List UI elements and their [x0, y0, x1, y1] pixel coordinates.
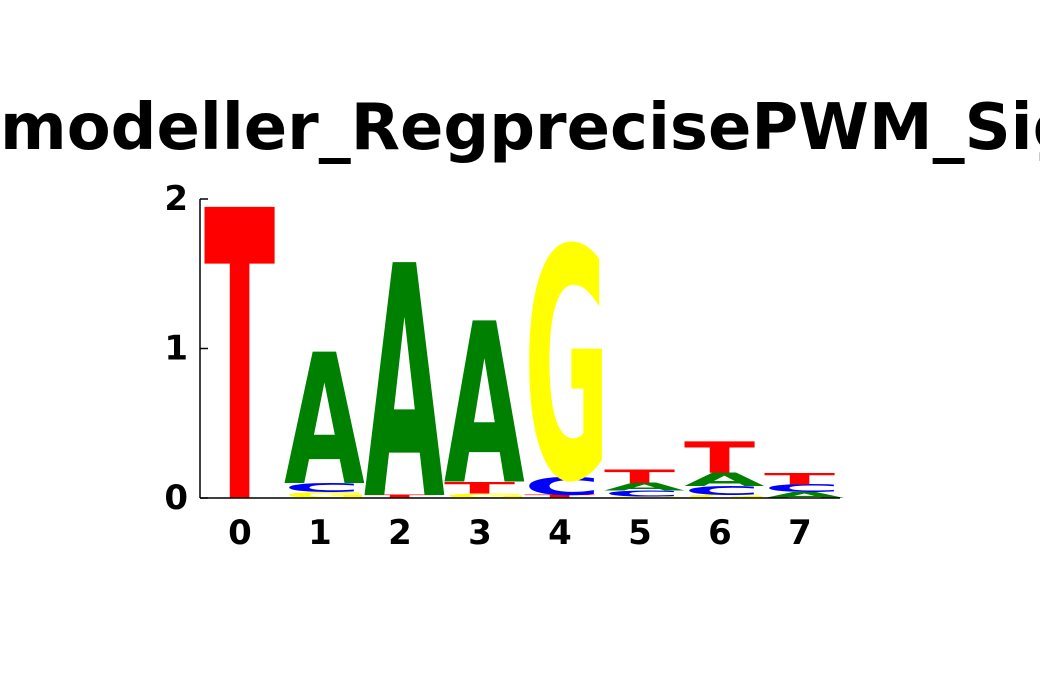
- logo-letter-c-pos-1: C: [284, 481, 361, 495]
- x-tick-label: 6: [708, 513, 732, 553]
- logo-letter-a-pos-3: A: [444, 276, 525, 534]
- x-tick-label: 7: [788, 513, 812, 553]
- letter-stacks: TGCATAGTATCGGCATGCATACT: [204, 127, 845, 592]
- logo-letter-c-pos-6: C: [684, 484, 761, 498]
- logo-letter-a-pos-7: A: [764, 490, 845, 500]
- logo-letter-c-pos-4: C: [524, 472, 601, 501]
- logo-letter-t-pos-4: T: [524, 494, 595, 499]
- logo-letter-a-pos-6: A: [684, 469, 765, 491]
- x-tick-label: 4: [548, 513, 572, 553]
- logo-letter-t-pos-0: T: [204, 127, 276, 592]
- logo-letter-g-pos-4: G: [524, 183, 610, 552]
- logo-letter-a-pos-1: A: [284, 315, 365, 526]
- axes: 0 1 2 0 1 2 3 4 5 6 7: [164, 179, 840, 553]
- x-tick-label: 0: [228, 513, 252, 553]
- logo-letter-c-pos-7: C: [764, 483, 841, 495]
- y-tick-label: 1: [164, 329, 188, 369]
- chart-title: modeller_RegprecisePWM_Sigma70: [0, 91, 1040, 165]
- y-tick-label: 0: [164, 478, 188, 518]
- logo-letter-a-pos-5: A: [604, 481, 685, 493]
- logo-letter-t-pos-7: T: [764, 469, 835, 488]
- logo-letter-t-pos-5: T: [604, 466, 675, 488]
- x-tick-label: 3: [468, 513, 492, 553]
- logo-letter-c-pos-5: C: [604, 489, 681, 499]
- logo-letter-g-pos-3: G: [444, 492, 530, 499]
- logo-letter-t-pos-3: T: [444, 478, 515, 497]
- logo-letter-a-pos-2: A: [364, 199, 445, 571]
- logo-letter-g-pos-6: G: [684, 494, 770, 499]
- x-tick-label: 5: [628, 513, 652, 553]
- logo-letter-g-pos-1: G: [284, 490, 370, 500]
- y-tick-label: 2: [164, 179, 188, 219]
- logo-letter-t-pos-6: T: [684, 433, 755, 483]
- x-tick-label: 1: [308, 513, 332, 553]
- logo-letter-t-pos-2: T: [364, 494, 435, 499]
- x-tick-label: 2: [388, 513, 412, 553]
